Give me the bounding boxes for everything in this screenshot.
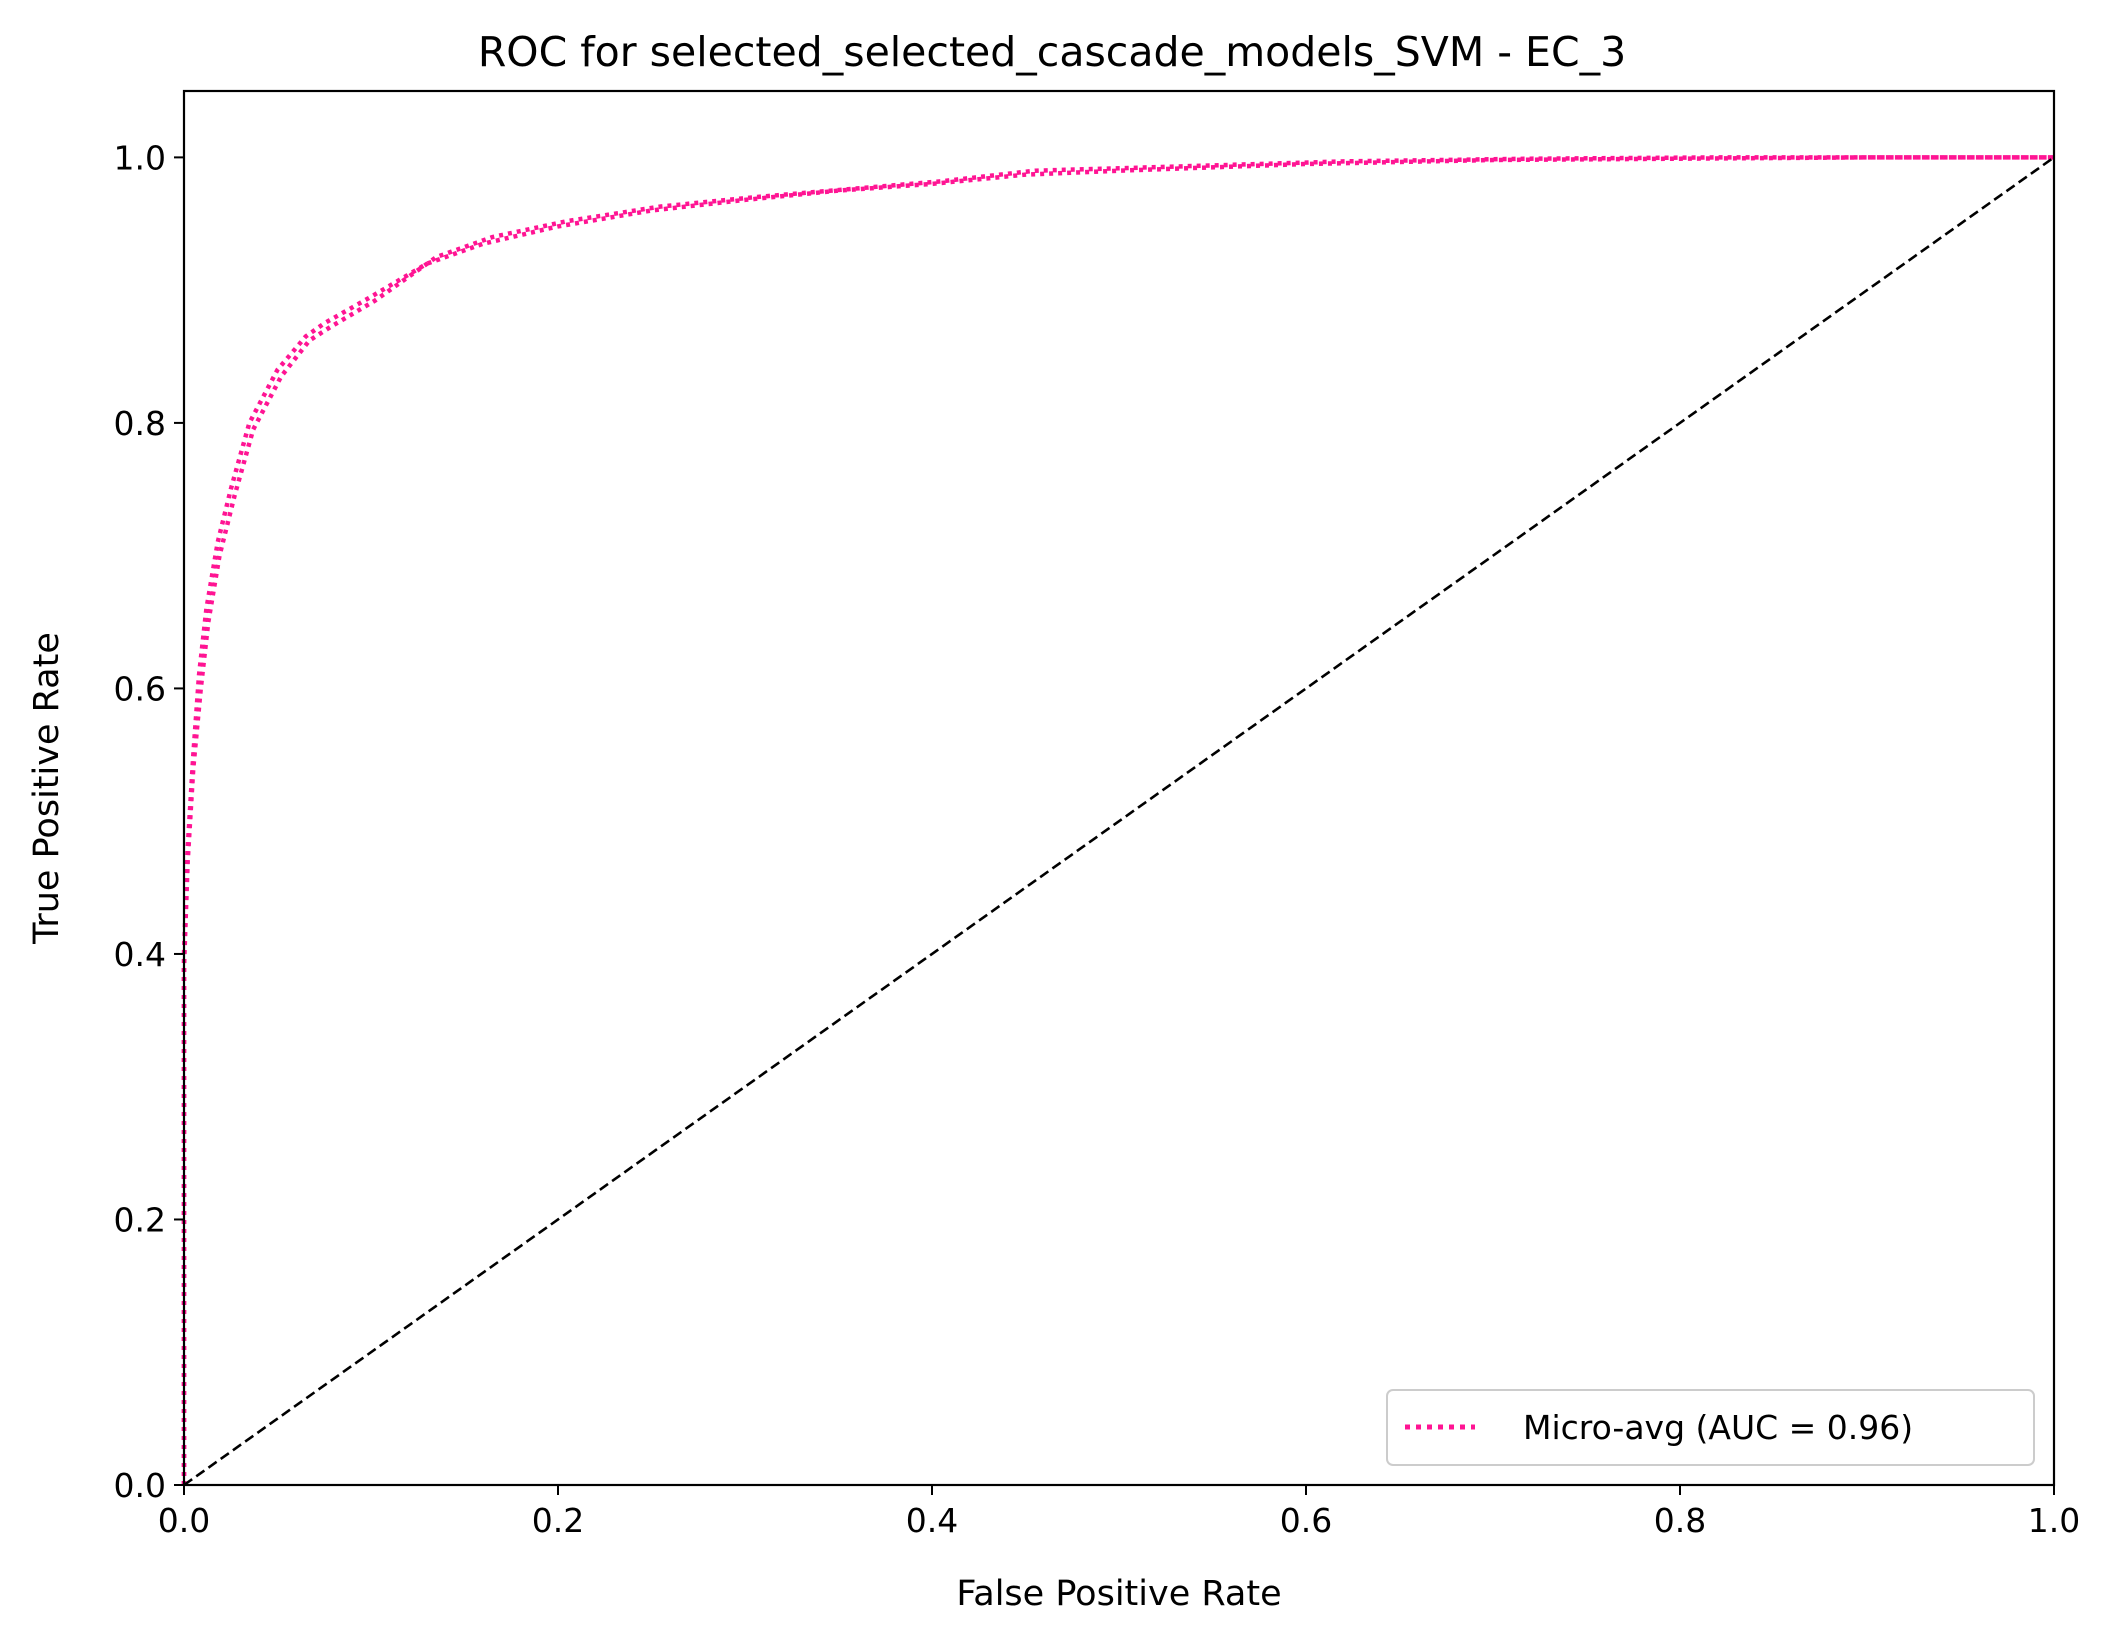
legend-box [1386, 1389, 2035, 1466]
x-tick-label: 0.0 [158, 1501, 210, 1540]
y-axis: 0.0 0.2 0.4 0.6 0.8 1.0 [114, 138, 184, 1505]
y-tick-label: 0.2 [114, 1200, 166, 1239]
x-tick-label: 0.4 [906, 1501, 958, 1540]
y-axis-label: True Positive Rate [27, 632, 67, 945]
y-tick-label: 0.4 [114, 935, 166, 974]
x-axis-label: False Positive Rate [956, 1574, 1281, 1614]
x-tick-label: 1.0 [2028, 1501, 2080, 1540]
roc-line-1 [181, 155, 2054, 1485]
x-tick-label: 0.8 [1654, 1501, 1706, 1540]
x-axis: 0.0 0.2 0.4 0.6 0.8 1.0 [158, 1485, 2080, 1540]
legend: Micro-avg (AUC = 0.96) [1386, 1389, 2035, 1466]
x-tick-label: 0.6 [1280, 1501, 1332, 1540]
plot-frame [182, 89, 2056, 1487]
y-tick-label: 1.0 [114, 138, 166, 177]
series-layer [181, 155, 2055, 1487]
y-tick-label: 0.6 [114, 669, 166, 708]
chance-diagonal-line [183, 156, 2055, 1487]
x-tick-label: 0.2 [532, 1501, 584, 1540]
y-tick-label: 0.0 [114, 1466, 166, 1505]
y-tick-label: 0.8 [114, 404, 166, 443]
chart-title: ROC for selected_selected_cascade_models… [478, 28, 1626, 76]
legend-label: Micro-avg (AUC = 0.96) [1523, 1408, 1913, 1447]
